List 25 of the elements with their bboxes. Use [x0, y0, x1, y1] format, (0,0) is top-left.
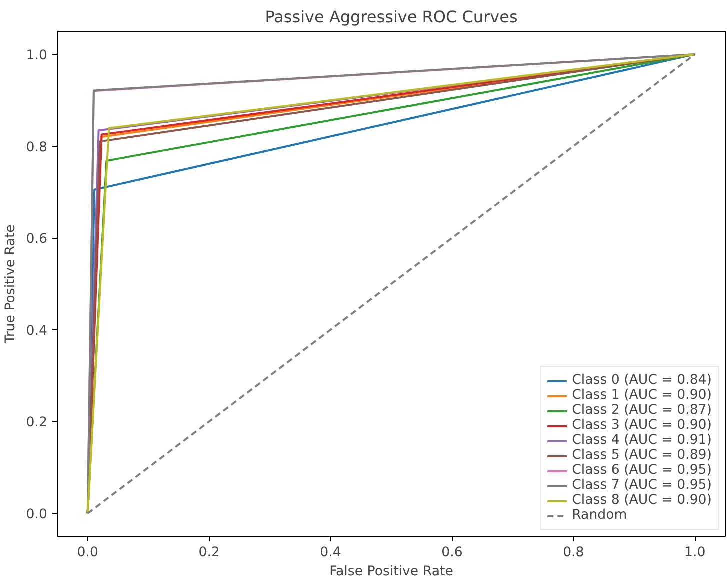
- x-tick-label: 0.0: [77, 546, 98, 560]
- legend-label: Class 2 (AUC = 0.87): [572, 403, 712, 418]
- x-tick-label: 0.6: [442, 546, 463, 560]
- y-tick-label: 0.6: [26, 232, 48, 248]
- y-tick-label: 0.0: [26, 508, 48, 523]
- y-tick-label: 1.0: [26, 48, 48, 64]
- x-tick-label: 0.4: [320, 546, 342, 560]
- x-tick-label: 1.0: [684, 546, 706, 560]
- x-tick-label: 0.2: [198, 546, 220, 560]
- legend-label: Class 4 (AUC = 0.91): [572, 433, 712, 448]
- legend-label: Class 3 (AUC = 0.90): [572, 418, 712, 433]
- y-axis-title: True Positive Rate: [3, 224, 18, 344]
- legend-label: Class 1 (AUC = 0.90): [572, 388, 712, 403]
- y-tick-label: 0.2: [26, 416, 48, 431]
- legend-label: Class 6 (AUC = 0.95): [572, 463, 712, 478]
- x-tick-label: 0.8: [563, 546, 584, 560]
- y-tick-label: 0.8: [26, 140, 48, 156]
- y-tick-label: 0.4: [26, 324, 48, 339]
- x-axis-title: False Positive Rate: [330, 564, 454, 580]
- legend-label: Class 8 (AUC = 0.90): [572, 493, 712, 508]
- legend-label: Class 5 (AUC = 0.89): [572, 448, 712, 463]
- legend-label: Random: [572, 508, 628, 523]
- legend-label: Class 7 (AUC = 0.95): [572, 478, 712, 493]
- chart-title: Passive Aggressive ROC Curves: [265, 8, 518, 26]
- legend-label: Class 0 (AUC = 0.84): [572, 373, 712, 388]
